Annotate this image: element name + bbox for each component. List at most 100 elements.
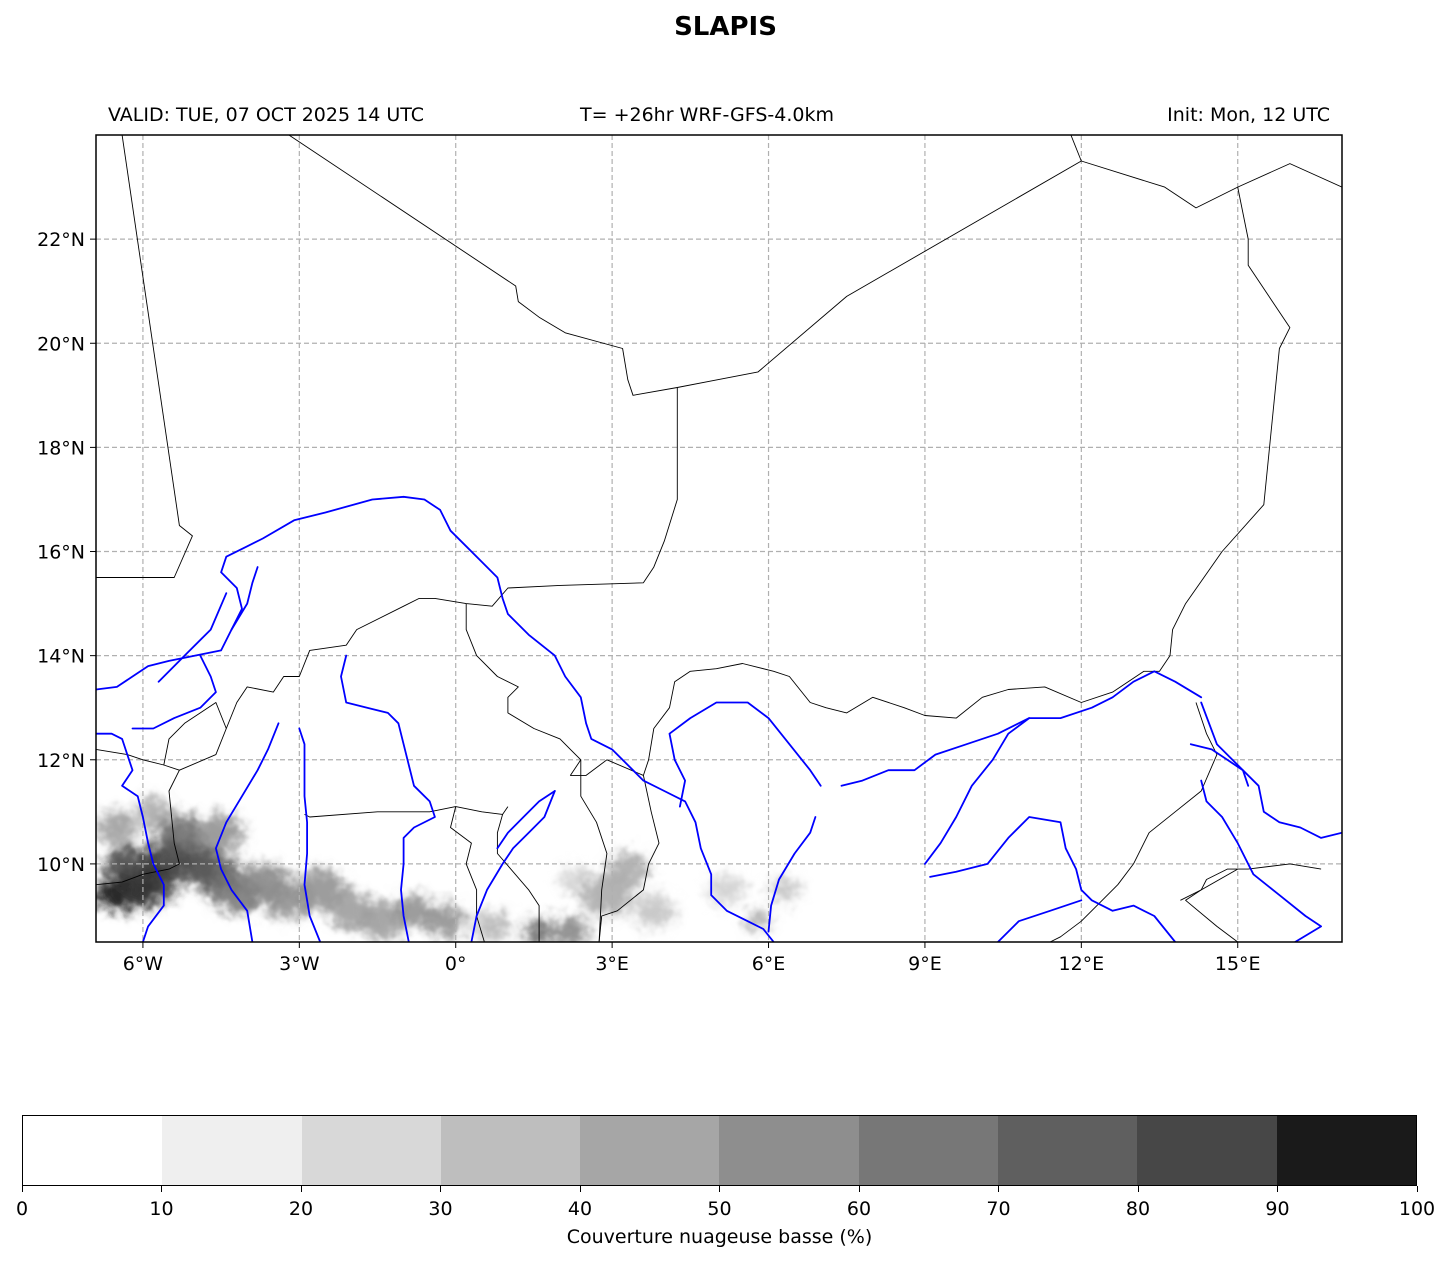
river — [298, 727, 322, 942]
colorbar-tick — [579, 1186, 581, 1192]
cloud-patch — [745, 910, 772, 932]
country-border — [96, 135, 193, 578]
country-border — [465, 603, 660, 942]
colorbar-tick-label: 0 — [15, 1198, 29, 1220]
lon-tick-label: 3°E — [595, 953, 629, 975]
colorbar-tick — [1277, 1186, 1278, 1192]
colorbar-tick-label: 30 — [428, 1198, 453, 1220]
river — [1189, 743, 1250, 787]
colorbar-segment — [23, 1116, 163, 1185]
cloud-patch — [606, 852, 649, 886]
cloud-patch — [135, 797, 172, 827]
river — [470, 790, 556, 942]
lat-tick-label: 10°N — [37, 854, 85, 876]
lat-tick-label: 20°N — [37, 333, 85, 355]
country-border — [96, 748, 164, 766]
colorbar-tick-label: 20 — [288, 1198, 314, 1220]
cloud-patch — [632, 894, 675, 928]
river — [1200, 701, 1342, 839]
colorbar-tick — [1416, 1186, 1418, 1192]
river — [131, 654, 217, 730]
river — [96, 732, 165, 942]
river — [157, 592, 228, 683]
cloud-patch — [424, 904, 467, 938]
river — [929, 816, 1177, 942]
colorbar-tick-label: 60 — [846, 1198, 872, 1220]
cloud-patch — [155, 814, 203, 852]
lon-tick-label: 0° — [445, 953, 467, 975]
country-border — [1185, 868, 1238, 942]
country-border — [1180, 863, 1322, 901]
cloud-patch — [474, 911, 511, 942]
lon-tick-label: 12°E — [1058, 953, 1104, 975]
cloud-patch — [708, 875, 745, 905]
lat-tick-label: 12°N — [37, 750, 85, 772]
colorbar-segment — [1276, 1116, 1416, 1185]
colorbar-segment — [162, 1116, 302, 1185]
river — [997, 899, 1083, 942]
colorbar-segment — [301, 1116, 441, 1185]
river — [1200, 779, 1322, 942]
lat-tick-label: 16°N — [37, 542, 85, 564]
river — [214, 722, 280, 942]
map-frame — [95, 134, 1343, 943]
river — [924, 717, 1031, 865]
cloud-patch — [103, 845, 151, 883]
country-border — [96, 387, 678, 886]
colorbar-segment — [440, 1116, 581, 1185]
country-border — [580, 759, 608, 942]
init-time-label: Init: Mon, 12 UTC — [1167, 104, 1330, 126]
colorbar-tick — [998, 1186, 999, 1192]
cloud-patch — [197, 814, 245, 852]
colorbar-tick — [21, 1186, 23, 1192]
country-border — [642, 187, 1291, 776]
river — [767, 816, 817, 933]
cloud-patch — [768, 877, 800, 903]
country-border — [304, 806, 509, 818]
river — [673, 758, 686, 808]
lon-tick-label: 9°E — [908, 953, 942, 975]
colorbar-segment — [998, 1116, 1138, 1185]
lat-tick-label: 22°N — [37, 229, 85, 251]
colorbar — [22, 1115, 1417, 1186]
river — [668, 701, 822, 787]
cloud-patch — [580, 874, 634, 916]
colorbar-tick-label: 80 — [1125, 1198, 1151, 1220]
colorbar-segment — [858, 1116, 999, 1185]
country-border — [288, 135, 1342, 396]
colorbar-tick-label: 10 — [149, 1198, 174, 1220]
lon-tick-label: 15°E — [1215, 953, 1261, 975]
colorbar-tick — [300, 1186, 302, 1192]
country-border — [1070, 135, 1082, 162]
forecast-hour-label: T= +26hr WRF-GFS-4.0km — [580, 104, 834, 126]
river — [230, 566, 259, 631]
colorbar-segment — [580, 1116, 720, 1185]
axis-ticks: 6°W 3°W 0° 3°E 6°E 9°E 12°E 15°E 10°N 12°N 14°N 16°… — [37, 229, 1260, 975]
colorbar-label: Couverture nuageuse basse (%) — [566, 1226, 873, 1248]
colorbar-tick — [719, 1186, 720, 1192]
rivers — [96, 495, 1342, 942]
page-title: SLAPIS — [674, 12, 777, 42]
colorbar-tick-label: 50 — [707, 1198, 732, 1220]
lat-tick-label: 18°N — [37, 437, 85, 459]
valid-time-label: VALID: TUE, 07 OCT 2025 14 UTC — [108, 104, 424, 126]
colorbar-tick — [858, 1186, 860, 1192]
colorbar-segment — [1137, 1116, 1277, 1185]
colorbar-tick — [161, 1186, 162, 1192]
colorbar-segment — [719, 1116, 859, 1185]
gridlines — [96, 135, 1342, 942]
colorbar-tick-label: 100 — [1398, 1198, 1436, 1220]
map-canvas: 6°W 3°W 0° 3°E 6°E 9°E 12°E 15°E 10°N 12°N 14°N 16°… — [37, 134, 1343, 975]
country-borders — [96, 135, 1342, 942]
lon-tick-label: 3°W — [279, 953, 320, 975]
colorbar-tick — [1137, 1186, 1139, 1192]
country-border — [496, 814, 540, 942]
river — [496, 790, 556, 850]
cloud-patch — [552, 917, 589, 942]
lon-tick-label: 6°E — [752, 953, 786, 975]
colorbar-tick — [440, 1186, 441, 1192]
cloud-patch — [96, 810, 138, 845]
colorbar-tick-label: 70 — [986, 1198, 1011, 1220]
river — [340, 654, 436, 942]
colorbar-tick-label: 40 — [567, 1198, 593, 1220]
